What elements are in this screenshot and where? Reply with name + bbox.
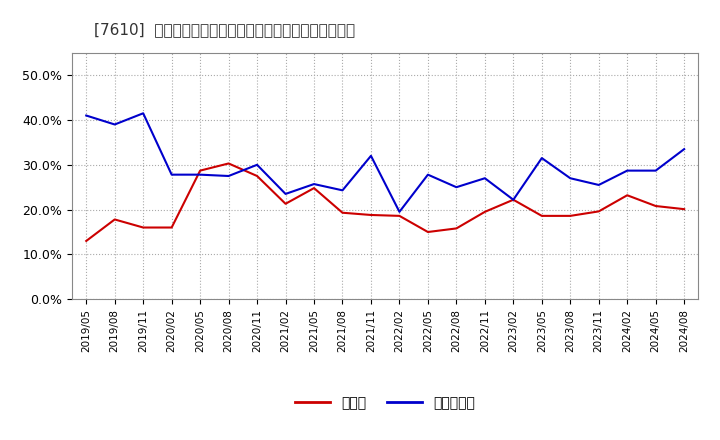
Text: [7610]  現須金、有利子負債の総資産に対する比率の推移: [7610] 現須金、有利子負債の総資産に対する比率の推移 <box>94 22 355 37</box>
Legend: 現須金, 有利子負債: 現須金, 有利子負債 <box>290 390 480 415</box>
